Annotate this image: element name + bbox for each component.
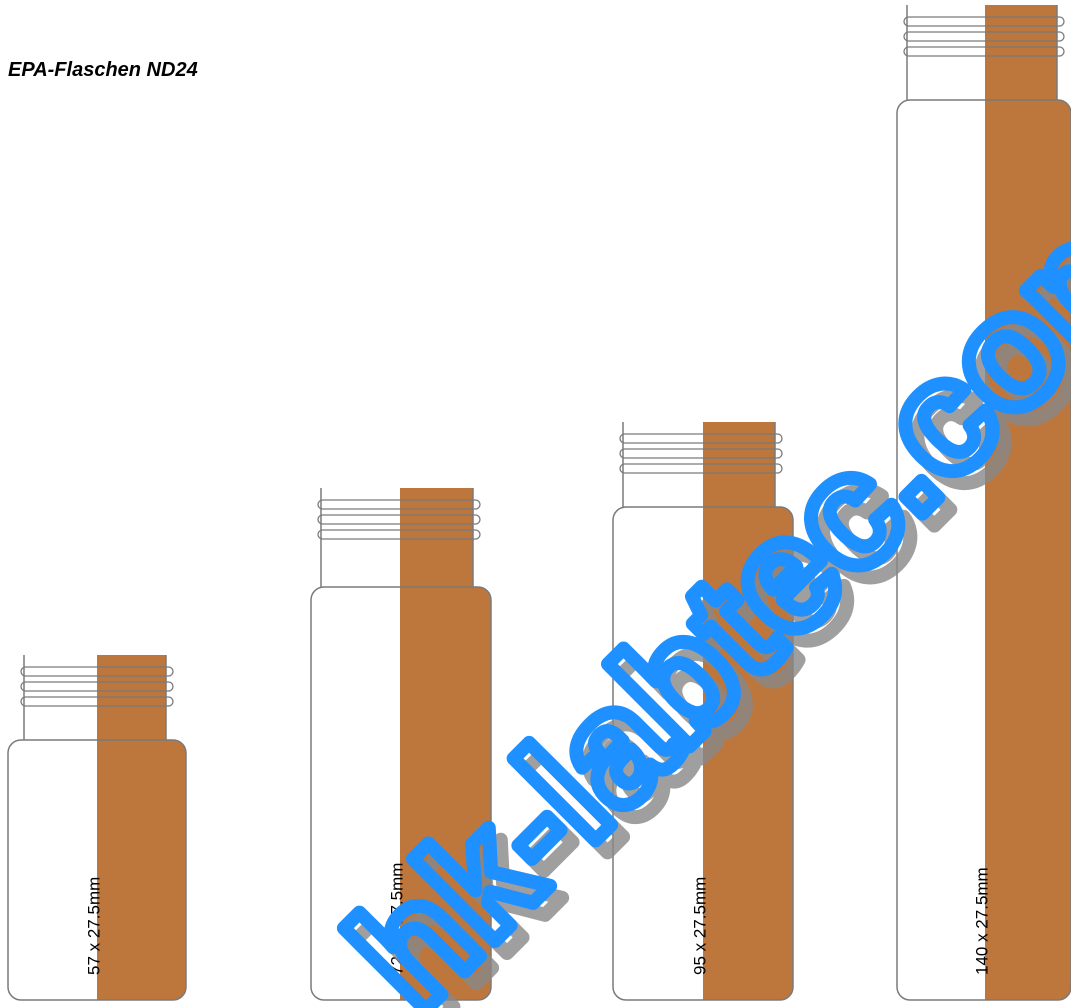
thread: [903, 16, 1065, 27]
thread: [903, 46, 1065, 57]
vial: 57 x 27.5mm: [7, 655, 187, 1001]
vial: 95 x 27.5mm: [612, 422, 794, 1001]
thread: [619, 448, 783, 459]
vial-outline: [896, 99, 1071, 1001]
vial-outline: [7, 739, 187, 1001]
thread: [317, 499, 481, 510]
vial-label: 140 x 27.5mm: [972, 867, 991, 975]
thread: [20, 681, 174, 692]
vial: 140 x 27.5mm: [896, 5, 1071, 1001]
thread: [20, 696, 174, 707]
thread: [619, 433, 783, 444]
vial-label: 95 x 27.5mm: [690, 877, 709, 975]
amber-half: [985, 5, 1071, 1000]
amber-half: [97, 655, 186, 1000]
vial: 72,5 x 27.5mm: [310, 488, 492, 1001]
vial-label: 72,5 x 27.5mm: [387, 863, 406, 975]
thread: [20, 666, 174, 677]
vial-label: 57 x 27.5mm: [84, 877, 103, 975]
vial-outline: [612, 506, 794, 1001]
thread: [619, 463, 783, 474]
vial-outline: [310, 586, 492, 1001]
thread: [317, 529, 481, 540]
title: EPA-Flaschen ND24: [8, 59, 198, 81]
neck-outline: [906, 5, 1058, 100]
thread: [317, 514, 481, 525]
neck-outline: [320, 488, 474, 587]
thread: [903, 31, 1065, 42]
amber-half: [703, 422, 793, 1000]
vials: 57 x 27.5mm 72,5 x 27.5mm 95 x 27.5mm 140 x…: [7, 5, 1071, 1001]
